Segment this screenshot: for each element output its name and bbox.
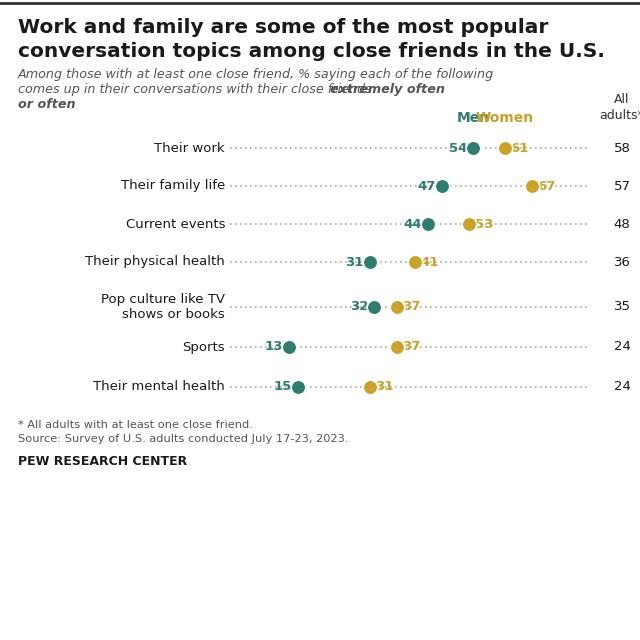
Text: Among those with at least one close friend, % saying each of the following: Among those with at least one close frie…: [18, 68, 494, 81]
Point: [499, 143, 509, 153]
Text: 24: 24: [614, 340, 630, 353]
Text: PEW RESEARCH CENTER: PEW RESEARCH CENTER: [18, 455, 188, 468]
Text: Source: Survey of U.S. adults conducted July 17-23, 2023.: Source: Survey of U.S. adults conducted …: [18, 434, 349, 444]
Point: [423, 219, 433, 229]
Text: 57: 57: [614, 179, 630, 193]
Point: [463, 219, 474, 229]
Text: 36: 36: [614, 255, 630, 269]
Text: extremely often: extremely often: [330, 83, 445, 96]
Point: [364, 382, 374, 392]
Text: Pop culture like TV
shows or books: Pop culture like TV shows or books: [101, 292, 225, 321]
Text: Current events: Current events: [125, 218, 225, 230]
Point: [436, 181, 447, 191]
Text: 53: 53: [474, 218, 493, 230]
Text: conversation topics among close friends in the U.S.: conversation topics among close friends …: [18, 42, 605, 61]
Text: Their family life: Their family life: [121, 179, 225, 193]
Text: 54: 54: [449, 141, 467, 154]
Point: [392, 342, 402, 352]
Text: 32: 32: [349, 301, 368, 314]
Text: 13: 13: [264, 340, 282, 353]
Text: 31: 31: [345, 255, 364, 269]
Text: 61: 61: [511, 141, 529, 154]
Point: [410, 257, 420, 267]
Text: * All adults with at least one close friend.: * All adults with at least one close fri…: [18, 420, 253, 430]
Text: 67: 67: [538, 179, 556, 193]
Text: 37: 37: [403, 301, 421, 314]
Text: 24: 24: [614, 381, 630, 394]
Point: [468, 143, 478, 153]
Text: 35: 35: [614, 301, 630, 314]
Text: Women: Women: [476, 111, 534, 125]
Text: 47: 47: [417, 179, 435, 193]
Point: [292, 382, 303, 392]
Text: 31: 31: [376, 381, 394, 394]
Text: 48: 48: [614, 218, 630, 230]
Point: [284, 342, 294, 352]
Text: 41: 41: [420, 255, 439, 269]
Point: [364, 257, 374, 267]
Point: [369, 302, 379, 312]
Text: Sports: Sports: [182, 340, 225, 353]
Text: Their mental health: Their mental health: [93, 381, 225, 394]
Text: All
adults*: All adults*: [600, 93, 640, 122]
Text: 15: 15: [273, 381, 291, 394]
Text: or often: or often: [18, 98, 76, 111]
Text: 58: 58: [614, 141, 630, 154]
Text: Their work: Their work: [154, 141, 225, 154]
Text: Work and family are some of the most popular: Work and family are some of the most pop…: [18, 18, 548, 37]
Text: Their physical health: Their physical health: [85, 255, 225, 269]
Point: [392, 302, 402, 312]
Text: Men: Men: [456, 111, 490, 125]
Point: [526, 181, 536, 191]
Text: 44: 44: [403, 218, 422, 230]
Text: 37: 37: [403, 340, 421, 353]
Text: comes up in their conversations with their close friends: comes up in their conversations with the…: [18, 83, 376, 96]
